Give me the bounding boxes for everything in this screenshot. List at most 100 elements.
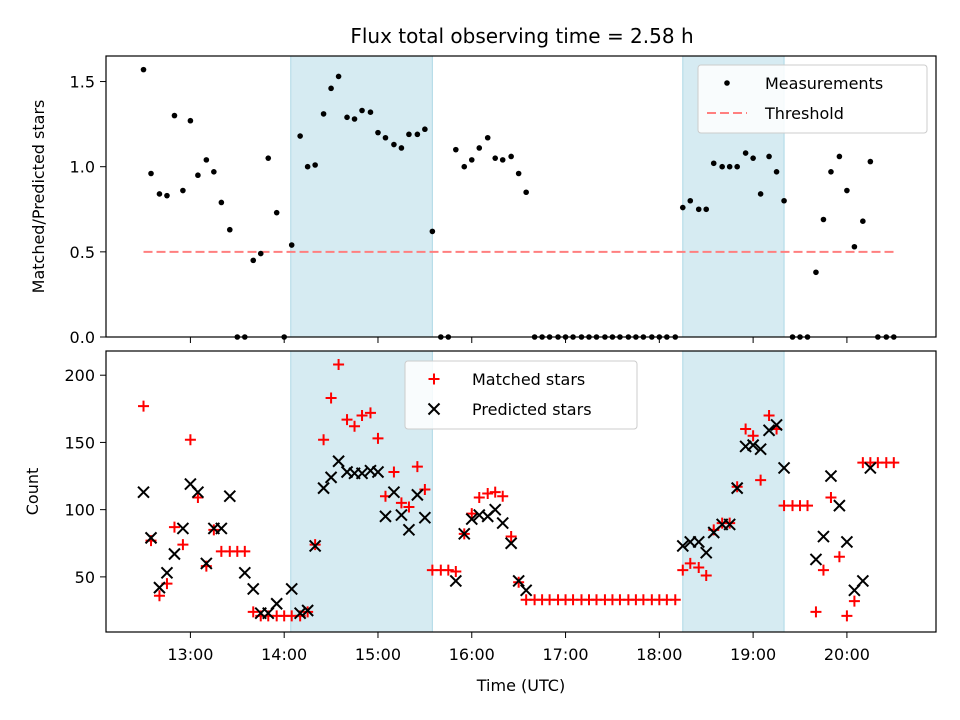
count-y-axis: 50 100 150 200 [64,366,106,587]
measurement-point [304,163,311,170]
measurement-point [515,170,522,177]
matched-star-point [684,557,696,569]
matched-star-point [677,564,689,576]
matched-star-point [177,539,189,551]
predicted-star-point [332,455,345,468]
measurement-point [250,257,257,264]
predicted-star-point [504,537,518,550]
predicted-star-point [355,467,369,480]
predicted-star-point [809,553,823,566]
matched-star-point [341,414,353,426]
measurement-point [312,162,318,168]
predicted-star-point [519,584,533,597]
measurement-point [860,218,866,224]
predicted-star-point [723,518,736,531]
matched-star-point [364,407,376,419]
measurement-point [836,153,843,160]
legend-threshold-label: Threshold [764,104,844,123]
measurement-point [359,107,365,114]
matched-star-point [669,594,681,606]
predicted-star-point [153,581,166,594]
matched-star-point [333,358,345,370]
matched-star-point [395,497,407,509]
measurement-point [757,191,764,197]
measurement-point [710,160,717,167]
predicted-star-point [223,489,237,503]
count-plot-frame [105,350,937,633]
predicted-star-point [817,530,830,543]
predicted-star-point [285,582,298,596]
matched-stars-points [138,358,900,622]
predicted-star-point [458,527,471,541]
matched-star-point [411,461,423,473]
predicted-star-point [762,424,776,437]
predicted-star-point [856,574,870,588]
measurement-point [695,206,702,213]
matched-star-point [372,432,384,444]
predicted-star-point [379,510,392,523]
measurement-point [344,114,350,121]
measurement-point [422,126,428,133]
measurement-point [335,73,342,80]
x-axis-label: Time (UTC) [476,676,565,695]
predicted-star-point [293,606,307,620]
measurement-point [773,169,780,175]
predicted-star-point [215,522,228,535]
measurement-point [273,209,280,216]
measurement-point [288,242,295,248]
measurement-point [766,153,772,160]
matched-star-point [817,564,829,576]
measurement-point [867,158,874,165]
matched-star-point [841,610,853,622]
y-tick-label: 200 [64,366,95,385]
matched-star-point [419,483,431,495]
ratio-panel: 0.0 0.5 1.0 1.5 Matched/Predicted stars Mea… [29,55,937,347]
y-tick-label: 0.0 [70,328,95,347]
predicted-star-point [700,546,713,559]
ratio-y-axis: 0.0 0.5 1.0 1.5 [70,73,106,347]
measurement-point [781,197,787,204]
measurement-point [218,199,225,206]
x-tick-label: 14:00 [261,645,307,664]
y-tick-label: 150 [64,433,95,452]
x-tick-label: 13:00 [167,645,213,664]
predicted-star-point [418,511,432,524]
y-tick-label: 1.0 [70,158,95,177]
measurement-point [375,129,381,136]
measurement-point [351,116,358,122]
measurement-point [813,269,819,276]
matched-star-point [497,490,509,502]
measurement-point [687,197,694,204]
ratio-legend: Measurements Threshold [697,64,928,134]
count-y-axis-label: Count [23,468,42,516]
matched-star-point [473,492,485,504]
predicted-star-point [387,485,401,499]
predicted-star-point [238,566,252,580]
measurement-point [851,243,858,250]
count-legend-box [404,360,638,430]
predicted-star-point [137,485,150,499]
matched-star-point [700,570,712,582]
ratio-legend-box [697,64,928,134]
matched-star-point [239,545,251,557]
predicted-star-point [489,503,502,516]
measurement-point [367,109,374,115]
predicted-star-point [411,488,424,502]
matched-star-point [888,457,900,469]
measurement-point [187,117,194,124]
count-legend: Matched stars Predicted stars [404,360,638,430]
matched-star-point [450,565,462,577]
predicted-star-point [200,557,213,570]
measurement-point [484,134,491,141]
matched-star-point [755,474,767,486]
measurement-point [265,155,272,161]
matched-star-point [482,488,494,500]
predicted-star-point [308,539,322,553]
predicted-star-point [395,508,408,522]
x-tick-label: 18:00 [636,645,682,664]
ratio-y-axis-label: Matched/Predicted stars [29,100,48,294]
measurement-point [406,131,412,138]
matched-star-point [138,400,150,412]
predicted-star-point [371,465,385,479]
